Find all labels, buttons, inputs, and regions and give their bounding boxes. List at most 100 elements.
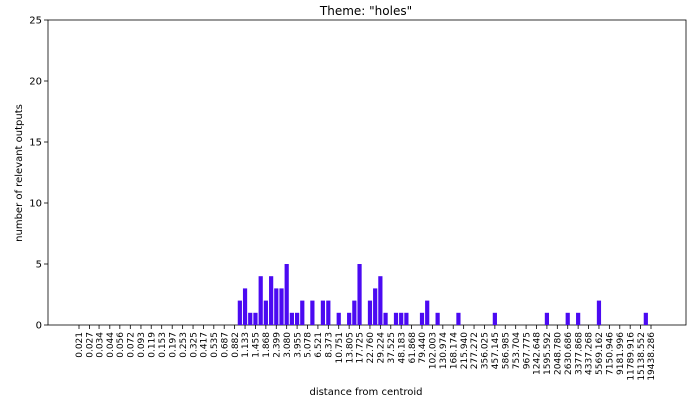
x-tick-label: 753.704 (512, 332, 522, 369)
bar (383, 312, 388, 325)
bar (300, 300, 305, 325)
x-tick-label: 2630.686 (564, 332, 574, 375)
x-tick-label: 61.868 (408, 332, 418, 364)
bar (237, 300, 242, 325)
bar (435, 312, 440, 325)
bar (404, 312, 409, 325)
chart-title: Theme: "holes" (319, 4, 412, 18)
bar (373, 288, 378, 325)
bar (347, 312, 352, 325)
x-tick-label: 0.056 (116, 332, 126, 358)
bar (263, 300, 268, 325)
bar (596, 300, 602, 325)
bar (326, 300, 331, 325)
y-tick-label: 0 (36, 321, 42, 332)
x-tick-label: 3377.868 (574, 332, 584, 375)
bar (310, 300, 315, 325)
x-tick-label: 37.525 (387, 332, 397, 364)
bar (279, 288, 284, 325)
x-tick-label: 4337.268 (585, 332, 595, 375)
x-tick-label: 2048.780 (554, 332, 564, 375)
x-tick-label: 1.133 (241, 332, 251, 358)
x-tick-label: 79.440 (418, 332, 428, 364)
bar (367, 300, 373, 325)
x-tick-label: 215.940 (460, 332, 470, 369)
bar (399, 312, 404, 325)
bar (425, 300, 430, 325)
x-tick-label: 0.417 (200, 332, 210, 358)
x-tick-label: 13.805 (345, 332, 355, 364)
x-tick-label: 0.882 (231, 332, 241, 358)
x-tick-label: 0.119 (147, 332, 157, 358)
x-tick-label: 0.027 (86, 332, 96, 358)
x-axis-label: distance from centroid (309, 387, 422, 398)
x-tick-label: 48.183 (397, 332, 407, 364)
bar (269, 276, 274, 325)
y-tick-label: 25 (29, 16, 42, 27)
bar (258, 276, 263, 325)
y-axis: 0 5 10 15 20 25 (29, 16, 48, 332)
x-tick-label: 1.455 (252, 332, 262, 358)
bar (357, 264, 362, 325)
bar (242, 288, 248, 325)
x-tick-label: 3.955 (293, 332, 303, 358)
bar (643, 312, 648, 325)
x-tick-label: 6.521 (314, 332, 324, 358)
x-tick-label: 3.080 (283, 332, 293, 358)
bar (419, 312, 425, 325)
y-tick-label: 20 (29, 77, 42, 88)
bar (544, 312, 550, 325)
x-tick-label: 130.974 (439, 332, 449, 369)
x-tick-label: 0.021 (75, 332, 85, 358)
bar (289, 312, 294, 325)
x-tick-label: 19438.286 (647, 332, 657, 381)
x-axis: 0.021 0.027 0.034 0.044 0.056 0.072 0.093 0.119… (75, 325, 657, 381)
bar (336, 312, 341, 325)
x-tick-label: 7150.946 (606, 332, 616, 375)
x-tick-label: 10.751 (335, 332, 345, 364)
x-tick-label: 0.197 (168, 332, 178, 358)
bar (456, 312, 461, 325)
x-tick-label: 967.775 (522, 332, 532, 369)
x-tick-label: 2.399 (272, 332, 282, 358)
bar (294, 312, 300, 325)
x-tick-label: 586.985 (501, 332, 511, 369)
x-tick-label: 29.224 (377, 332, 387, 364)
x-tick-label: 102.003 (429, 332, 439, 369)
y-tick-label: 5 (36, 260, 42, 271)
x-tick-label: 1595.592 (543, 332, 553, 375)
bar (393, 312, 399, 325)
bar (274, 288, 279, 325)
x-tick-label: 0.325 (189, 332, 199, 358)
x-tick-label: 5569.162 (595, 332, 605, 375)
x-tick-label: 0.253 (179, 332, 189, 358)
x-tick-label: 0.687 (220, 332, 230, 358)
x-tick-label: 1242.648 (533, 332, 543, 375)
bar (320, 300, 325, 325)
bar (284, 264, 289, 325)
x-tick-label: 1.868 (262, 332, 272, 358)
y-axis-label: number of relevant outputs (14, 104, 25, 242)
bar (565, 312, 570, 325)
x-tick-label: 11789.916 (626, 332, 636, 381)
x-tick-label: 15138.552 (637, 332, 647, 381)
x-tick-label: 0.093 (137, 332, 147, 358)
y-tick-label: 15 (29, 138, 42, 149)
x-tick-label: 168.174 (449, 332, 459, 369)
x-tick-label: 356.025 (481, 332, 491, 369)
x-tick-label: 8.373 (325, 332, 335, 358)
x-tick-label: 0.153 (158, 332, 168, 358)
x-tick-label: 457.145 (491, 332, 501, 369)
x-tick-label: 0.535 (210, 332, 220, 358)
bar (248, 312, 253, 325)
bars-layer (237, 264, 648, 325)
x-tick-label: 0.044 (106, 332, 116, 358)
x-tick-label: 0.034 (95, 332, 105, 358)
plot-area (47, 19, 687, 326)
bar (492, 312, 497, 325)
bar (378, 276, 383, 325)
bar (253, 312, 258, 325)
x-tick-label: 277.272 (470, 332, 480, 369)
